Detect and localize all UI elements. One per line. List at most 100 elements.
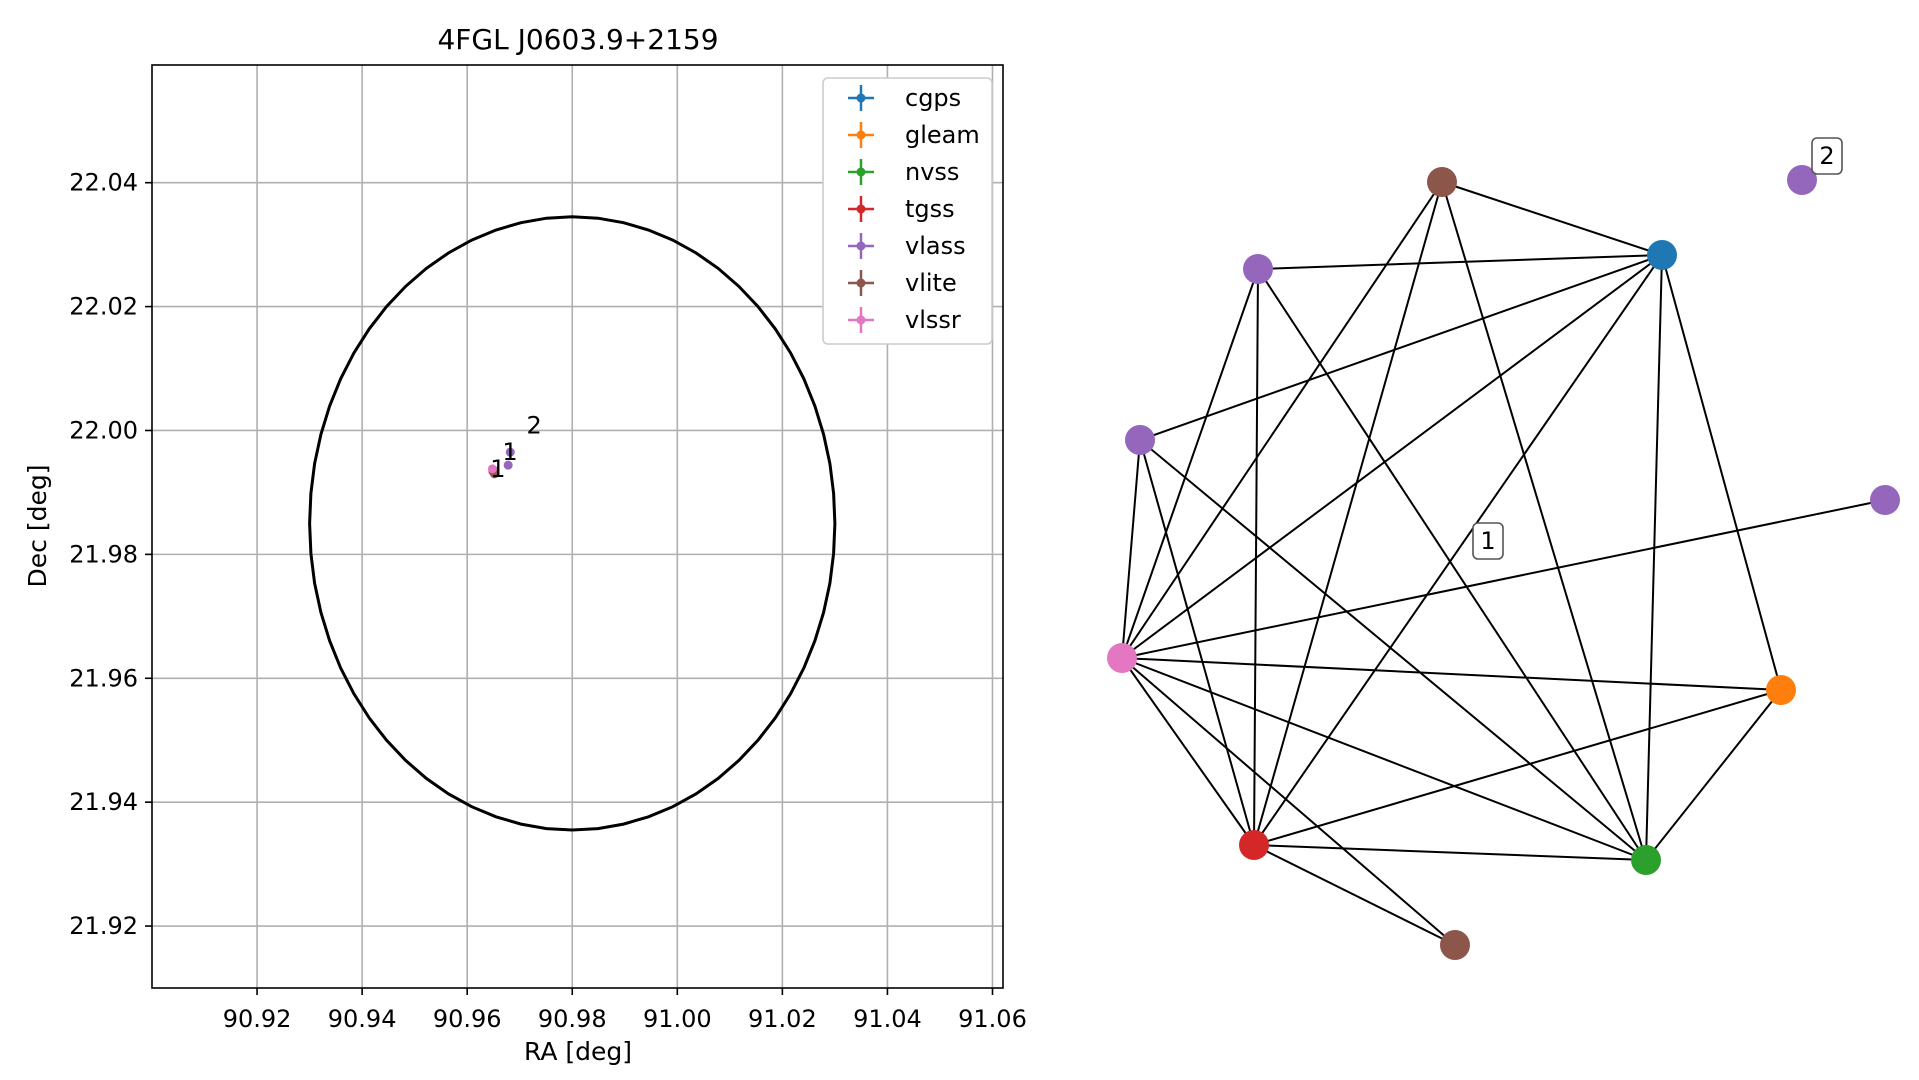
chart-title: 4FGL J0603.9+2159 xyxy=(437,23,718,56)
graph-node-gleam xyxy=(1766,675,1796,705)
legend-label: vlass xyxy=(905,232,966,260)
graph-edge xyxy=(1253,844,1647,861)
y-tick-label: 21.98 xyxy=(69,540,138,568)
graph-edge xyxy=(1121,499,1886,659)
legend-item-nvss: nvss xyxy=(848,158,959,186)
legend-marker-dot xyxy=(856,93,866,103)
graph-edge xyxy=(1139,439,1647,861)
graph-edge xyxy=(1121,181,1443,659)
legend-marker-dot xyxy=(856,278,866,288)
graph-node-tgss xyxy=(1239,830,1269,860)
legend-items: cgps gleam nvss tgss vlass vlite vlssr xyxy=(848,84,980,334)
x-axis-label: RA [deg] xyxy=(524,1037,632,1066)
point-annotations: 112 xyxy=(490,412,542,483)
x-tick-label: 91.06 xyxy=(958,1005,1027,1033)
y-tick-label: 21.92 xyxy=(69,912,138,940)
graph-label-box xyxy=(1472,522,1504,560)
graph-edge xyxy=(1661,254,1782,691)
x-tick-label: 90.98 xyxy=(538,1005,607,1033)
graph-edge xyxy=(1253,254,1663,846)
graph-nodes xyxy=(1107,165,1900,960)
y-tick-label: 22.00 xyxy=(69,416,138,444)
x-tick-label: 91.02 xyxy=(748,1005,817,1033)
grid-lines xyxy=(152,65,1003,988)
graph-edge xyxy=(1121,657,1255,846)
y-tick-label: 21.96 xyxy=(69,664,138,692)
graph-edge xyxy=(1253,689,1782,846)
legend-marker-dot xyxy=(856,315,866,325)
point-vlass xyxy=(505,447,515,457)
x-tick-label: 91.00 xyxy=(643,1005,712,1033)
x-tick-label: 90.92 xyxy=(223,1005,292,1033)
legend-label: vlite xyxy=(905,269,957,297)
graph-edge xyxy=(1121,439,1141,659)
legend-item-vlssr: vlssr xyxy=(848,306,961,334)
graph-edges xyxy=(1121,181,1886,946)
point-vlssr xyxy=(487,464,497,474)
legend-item-tgss: tgss xyxy=(848,195,955,223)
legend-label: cgps xyxy=(905,84,961,112)
graph-edge xyxy=(1645,689,1782,861)
y-axis-label: Dec [deg] xyxy=(23,465,52,588)
legend-item-vlite: vlite xyxy=(848,269,957,297)
right-network-graph: 12 xyxy=(1107,137,1900,960)
graph-node-vlite_bottom xyxy=(1440,930,1470,960)
x-tick-label: 90.96 xyxy=(433,1005,502,1033)
graph-edge xyxy=(1645,254,1663,861)
legend-marker-dot xyxy=(856,167,866,177)
legend-label: gleam xyxy=(905,121,980,149)
graph-edge xyxy=(1121,657,1456,946)
graph-label-2: 2 xyxy=(1811,137,1843,175)
graph-edge xyxy=(1257,254,1663,270)
point-annotation: 1 xyxy=(502,438,517,466)
graph-edge xyxy=(1441,181,1663,256)
graph-label-text: 1 xyxy=(1480,527,1495,555)
legend-box xyxy=(822,77,993,345)
graph-edge xyxy=(1253,844,1456,946)
legend-label: vlssr xyxy=(905,306,961,334)
legend-item-cgps: cgps xyxy=(848,84,961,112)
graph-node-vlass_c xyxy=(1870,485,1900,515)
graph-node-vlite_top xyxy=(1427,167,1457,197)
point-vlass xyxy=(503,460,513,470)
graph-node-cgps xyxy=(1647,240,1677,270)
error-ellipse xyxy=(308,215,837,832)
graph-edge xyxy=(1121,657,1782,691)
legend-label: tgss xyxy=(905,195,955,223)
x-axis-ticks: 90.92 90.94 90.96 90.98 91.00 91.02 91.04 91.06 xyxy=(223,988,1027,1033)
graph-node-vlass_a xyxy=(1243,254,1273,284)
graph-node-nvss xyxy=(1631,845,1661,875)
graph-node-vlass_d xyxy=(1787,165,1817,195)
graph-edge xyxy=(1121,657,1647,861)
graph-edge xyxy=(1441,181,1647,861)
y-tick-label: 21.94 xyxy=(69,788,138,816)
graph-edge xyxy=(1257,268,1647,861)
data-points xyxy=(487,447,515,479)
plot-frame xyxy=(151,64,1004,989)
y-axis-ticks: 21.92 21.94 21.96 21.98 22.00 22.02 22.04 xyxy=(69,169,152,940)
graph-edge xyxy=(1139,254,1663,441)
y-tick-label: 22.04 xyxy=(69,169,138,197)
graph-label-box xyxy=(1811,137,1843,175)
point-annotation: 1 xyxy=(490,455,505,483)
legend-marker-dot xyxy=(856,204,866,214)
graph-node-vlassr xyxy=(1107,643,1137,673)
x-tick-label: 90.94 xyxy=(328,1005,397,1033)
graph-labels: 12 xyxy=(1472,137,1843,560)
y-tick-label: 22.02 xyxy=(69,293,138,321)
graph-label-text: 2 xyxy=(1819,142,1834,170)
graph-label-1: 1 xyxy=(1472,522,1504,560)
graph-edge xyxy=(1121,254,1663,659)
graph-node-vlass_b xyxy=(1125,425,1155,455)
graph-edge xyxy=(1253,181,1443,846)
legend-item-vlass: vlass xyxy=(848,232,966,260)
legend-label: nvss xyxy=(905,158,959,186)
graph-edge xyxy=(1121,268,1259,659)
x-tick-label: 91.04 xyxy=(853,1005,922,1033)
legend-marker-dot xyxy=(856,130,866,140)
point-annotation: 2 xyxy=(527,412,542,440)
legend-item-gleam: gleam xyxy=(848,121,980,149)
legend: cgps gleam nvss tgss vlass vlite vlssr xyxy=(822,77,993,345)
legend-marker-dot xyxy=(856,241,866,251)
